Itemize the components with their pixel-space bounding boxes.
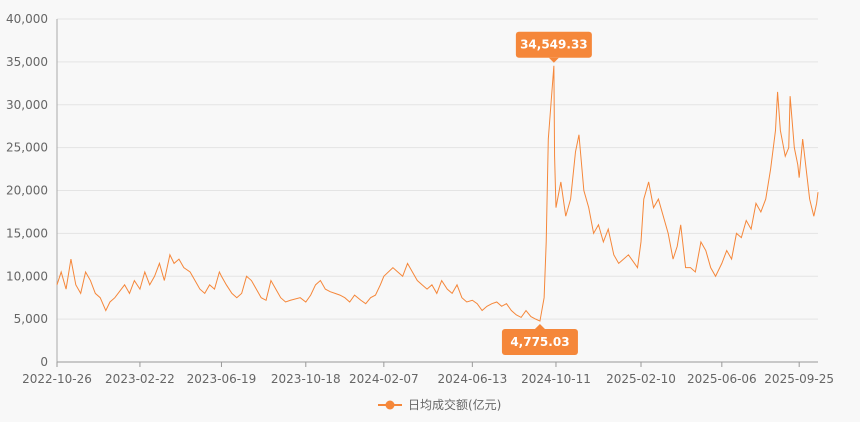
x-tick-label: 2024-10-11: [521, 372, 591, 386]
y-tick-label: 5,000: [14, 312, 48, 326]
annotation: 34,549.33: [515, 31, 592, 63]
x-tick-label: 2023-06-19: [187, 372, 257, 386]
annotation-label: 4,775.03: [510, 335, 569, 349]
y-tick-label: 15,000: [6, 226, 48, 240]
x-tick-label: 2025-09-25: [764, 372, 834, 386]
y-tick-label: 30,000: [6, 98, 48, 112]
legend-marker: [385, 400, 395, 410]
y-tick-label: 0: [40, 355, 48, 369]
annotation: 4,775.03: [501, 324, 578, 356]
x-tick-label: 2025-06-06: [687, 372, 757, 386]
y-tick-label: 10,000: [6, 269, 48, 283]
annotation-pointer: [548, 57, 559, 63]
x-tick-label: 2025-02-10: [606, 372, 676, 386]
x-tick-label: 2023-02-22: [105, 372, 175, 386]
y-tick-label: 35,000: [6, 55, 48, 69]
x-tick-label: 2022-10-26: [22, 372, 92, 386]
annotation-box: [515, 31, 592, 58]
y-tick-label: 20,000: [6, 184, 48, 198]
x-tick-label: 2024-06-13: [437, 372, 507, 386]
annotation-pointer: [534, 324, 545, 330]
y-tick-label: 25,000: [6, 141, 48, 155]
annotation-box: [501, 329, 578, 356]
data-line: [56, 65, 819, 322]
x-tick-label: 2023-10-18: [271, 372, 341, 386]
y-tick-label: 40,000: [6, 12, 48, 26]
x-tick-label: 2024-02-07: [349, 372, 419, 386]
legend-label: 日均成交额(亿元): [408, 397, 501, 412]
annotation-label: 34,549.33: [520, 38, 588, 52]
